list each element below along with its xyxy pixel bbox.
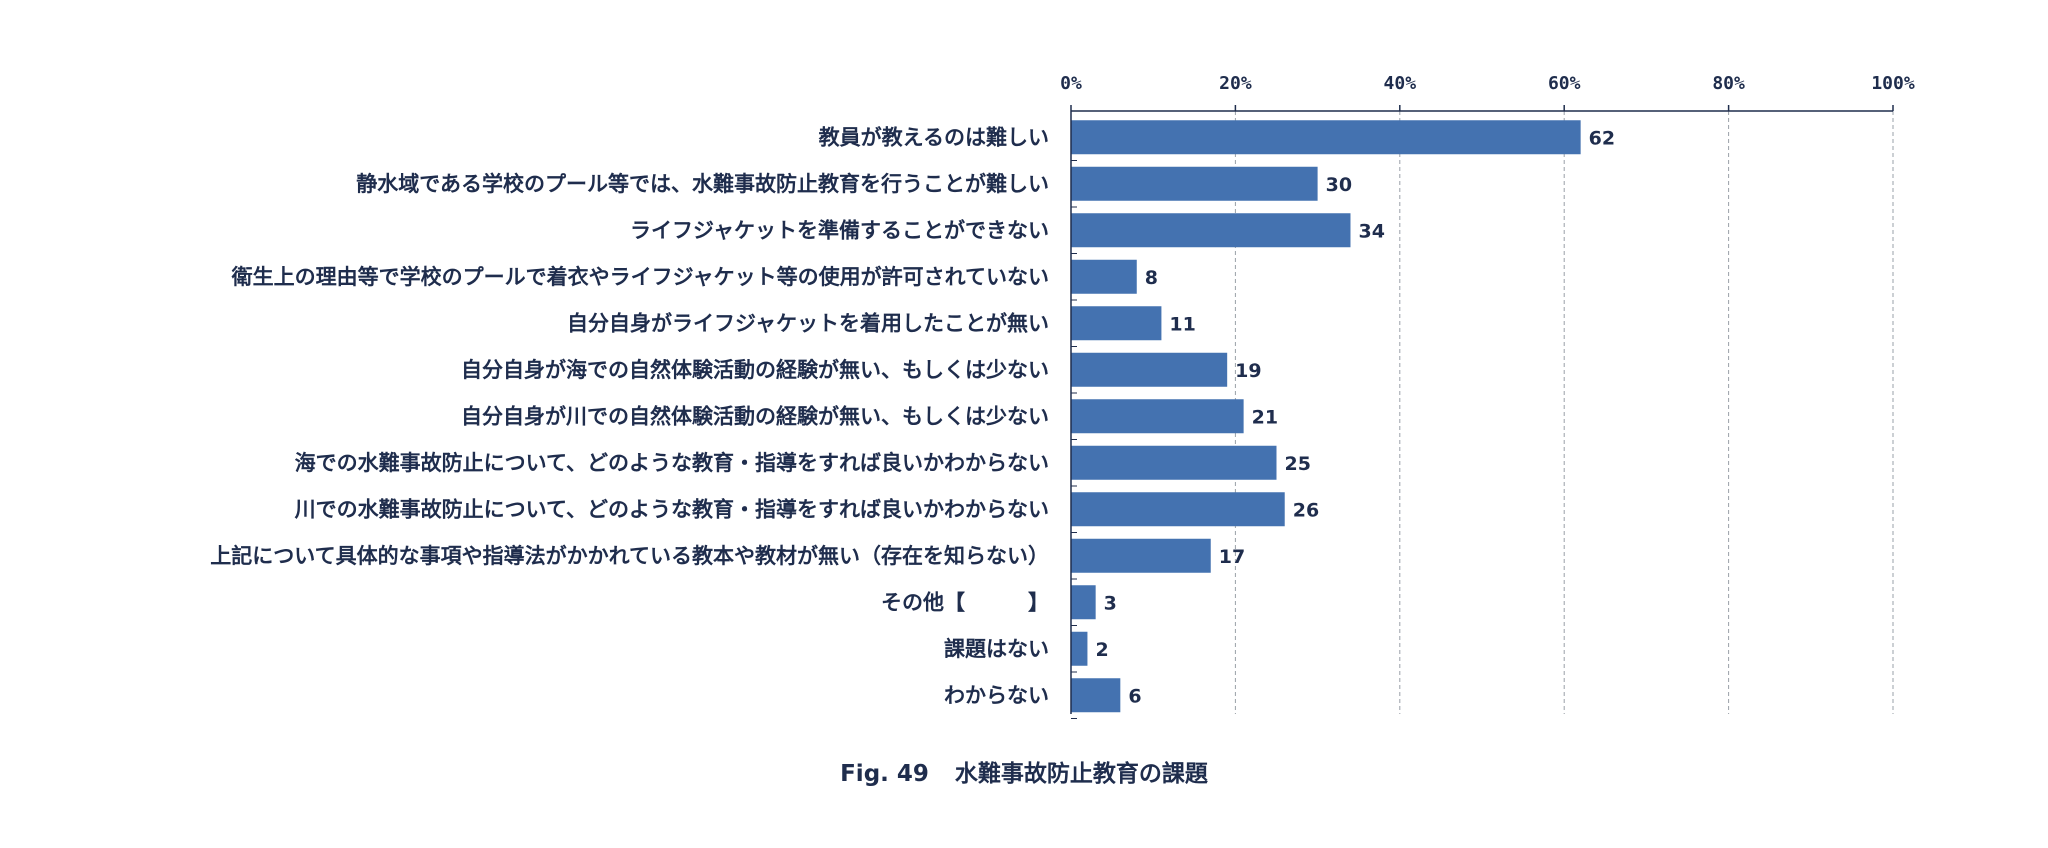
category-label: 自分自身が川での自然体験活動の経験が無い、もしくは少ない — [461, 404, 1049, 428]
x-tick-label: 20% — [1219, 73, 1252, 94]
grid-lines — [1234, 111, 1894, 714]
value-label: 3 — [1104, 592, 1117, 614]
value-label: 25 — [1285, 453, 1311, 475]
x-tick-label: 80% — [1712, 73, 1745, 94]
value-label: 30 — [1326, 174, 1352, 196]
axes — [1070, 105, 1894, 719]
figure-title: 水難事故防止教育の課題 — [954, 761, 1208, 787]
category-label: ライフジャケットを準備することができない — [630, 218, 1049, 242]
category-label: わからない — [944, 683, 1049, 707]
category-label: 静水域である学校のプール等では、水難事故防止教育を行うことが難しい — [356, 172, 1049, 196]
bar — [1071, 631, 1088, 666]
value-label: 19 — [1235, 360, 1261, 382]
category-label: 課題はない — [944, 637, 1049, 661]
category-label: 海での水難事故防止について、どのような教育・指導をすれば良いかわからない — [295, 451, 1049, 475]
bar — [1071, 399, 1244, 434]
value-label: 21 — [1252, 406, 1278, 428]
x-tick-label: 100% — [1871, 73, 1915, 94]
bar — [1071, 213, 1351, 248]
bar — [1071, 445, 1277, 480]
value-label: 11 — [1169, 313, 1195, 335]
x-tick-label: 0% — [1060, 73, 1082, 94]
value-label: 6 — [1128, 685, 1141, 707]
category-label: 上記について具体的な事項や指導法がかかれている教本や教材が無い（存在を知らない） — [210, 544, 1049, 568]
bar — [1071, 120, 1581, 155]
category-label: その他【 】 — [881, 590, 1049, 614]
category-label: 衛生上の理由等で学校のプールで着衣やライフジャケット等の使用が許可されていない — [231, 265, 1049, 289]
figure-number: Fig. 49 — [840, 761, 929, 787]
x-tick-labels: 0% 20% 40% 60% 80% 100% — [1060, 73, 1915, 94]
value-label: 62 — [1589, 127, 1615, 149]
figure-caption: Fig. 49 水難事故防止教育の課題 — [0, 754, 2048, 788]
x-tick-label: 40% — [1384, 73, 1417, 94]
bar — [1071, 492, 1285, 527]
category-label: 川での水難事故防止について、どのような教育・指導をすれば良いかわからない — [294, 497, 1049, 521]
bars — [1071, 120, 1581, 713]
bar — [1071, 585, 1096, 620]
bar — [1071, 538, 1211, 573]
bar — [1071, 259, 1137, 294]
value-label: 26 — [1293, 499, 1319, 521]
value-label: 2 — [1095, 639, 1108, 661]
value-label: 8 — [1145, 267, 1158, 289]
category-labels: 教員が教えるのは難しい静水域である学校のプール等では、水難事故防止教育を行うこと… — [210, 125, 1049, 707]
bar — [1071, 306, 1162, 341]
category-label: 自分自身が海での自然体験活動の経験が無い、もしくは少ない — [461, 358, 1049, 382]
bar — [1071, 352, 1228, 387]
value-label: 34 — [1358, 220, 1384, 242]
category-label: 自分自身がライフジャケットを着用したことが無い — [567, 311, 1049, 335]
bar — [1071, 678, 1121, 713]
value-label: 17 — [1219, 546, 1245, 568]
x-tick-label: 60% — [1548, 73, 1581, 94]
bar — [1071, 166, 1318, 201]
category-label: 教員が教えるのは難しい — [819, 125, 1049, 149]
